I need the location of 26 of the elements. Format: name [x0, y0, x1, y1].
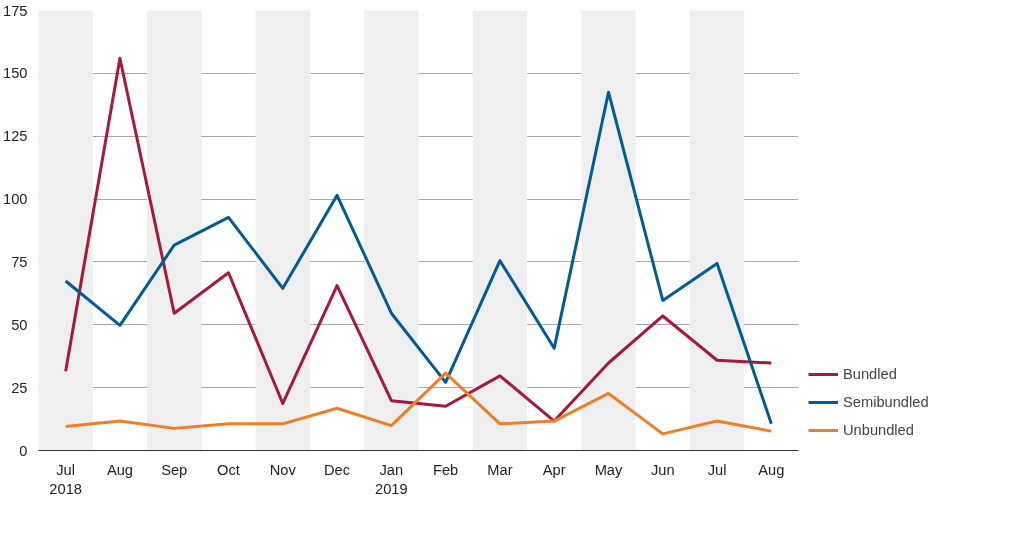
y-tick-label: 25: [11, 379, 28, 396]
x-tick-label: Aug: [758, 461, 785, 478]
x-tick-label: Mar: [487, 461, 513, 478]
x-tick-label: Jan 2019: [375, 461, 408, 497]
x-tick-label: Jun: [650, 461, 675, 478]
x-tick-label: May: [594, 461, 624, 478]
x-tick-label: Feb: [433, 461, 459, 478]
y-tick-label: 50: [11, 316, 28, 333]
legend-label: Bundled: [843, 366, 897, 382]
x-tick-label: Jul: [707, 461, 727, 478]
x-tick-label: Apr: [542, 461, 566, 478]
y-tick-label: 175: [3, 2, 28, 19]
x-tick-label: Dec: [324, 461, 351, 478]
y-tick-label: 100: [3, 191, 28, 208]
y-tick-label: 75: [11, 253, 28, 270]
x-tick-label: Sep: [161, 461, 188, 478]
x-tick-label: Aug: [106, 461, 133, 478]
y-tick-label: 0: [19, 442, 28, 459]
line-series: [64, 371, 773, 436]
legend-label: Semibundled: [843, 394, 929, 410]
y-tick-label: 125: [3, 128, 28, 145]
legend-label: Unbundled: [843, 422, 914, 438]
y-tick-label: 150: [3, 65, 28, 82]
x-tick-label: Jul 2018: [49, 461, 82, 497]
x-tick-label: Oct: [217, 461, 240, 478]
x-tick-label: Nov: [269, 461, 297, 478]
